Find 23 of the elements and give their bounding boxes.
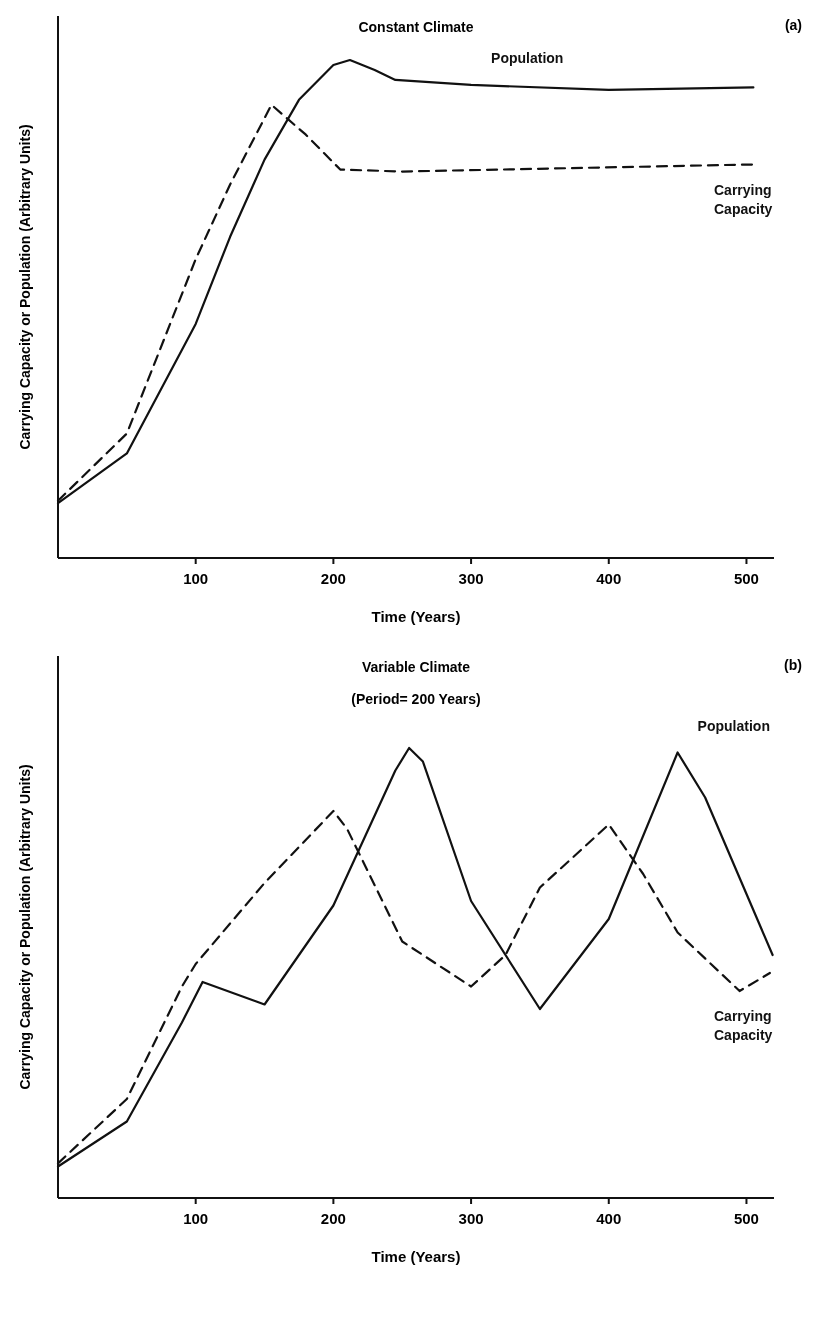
text: (a): [784, 17, 802, 33]
x-tick-label: 200: [320, 570, 346, 587]
y-axis-title: Carrying Capacity or Population (Arbitrary Units): [17, 124, 33, 450]
x-tick-label: 100: [183, 570, 209, 587]
x-tick-label: 200: [320, 1210, 346, 1227]
y-axis-title: Carrying Capacity or Population (Arbitrary Units): [17, 764, 33, 1090]
x-tick-label: 400: [596, 1210, 622, 1227]
x-tick-label: 500: [733, 570, 759, 587]
text: Carrying Capacity: [714, 1008, 773, 1043]
chart-title: Constant Climate: [358, 19, 474, 35]
x-tick-label: 300: [458, 1210, 484, 1227]
text: (b): [784, 657, 802, 673]
x-tick-label: 100: [183, 1210, 209, 1227]
chart-title: Variable Climate: [361, 659, 471, 675]
series-label: Population: [491, 49, 564, 66]
chart-subtitle: (Period= 200 Years): [351, 691, 481, 707]
x-tick-label: 500: [733, 1210, 759, 1227]
series-label: Carrying Capacity: [714, 181, 773, 217]
series-label: Population: [697, 717, 770, 734]
x-axis-title: Time (Years): [371, 608, 461, 625]
x-tick-label: 400: [596, 570, 622, 587]
x-tick-label: 300: [458, 570, 484, 587]
x-axis-title: Time (Years): [371, 1248, 461, 1265]
